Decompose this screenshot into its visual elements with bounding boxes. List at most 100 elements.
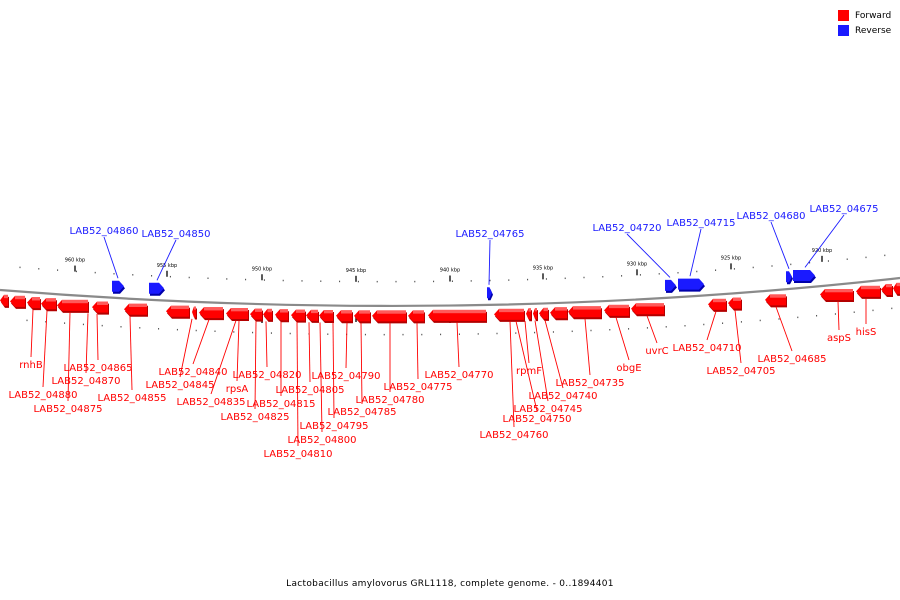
gene-leader-line <box>615 317 630 361</box>
gene-arrow-highlight <box>129 303 147 307</box>
gene-arrow-highlight <box>231 308 248 312</box>
reverse-gene-label: LAB52_04765 <box>455 229 524 240</box>
genome-caption: Lactobacillus amylovorus GRL1118, comple… <box>286 579 614 589</box>
gene-leader-line <box>332 322 335 419</box>
gene-arrow-highlight <box>770 294 786 298</box>
gene-leader-line <box>544 320 564 389</box>
gene-leader-line <box>488 239 491 285</box>
gene-leader-line <box>509 321 515 428</box>
gene-leader-line <box>30 309 34 358</box>
scale-tick-label: 960 kbp <box>65 258 85 264</box>
gene-leader-line <box>129 315 133 391</box>
forward-gene-label: LAB52_04875 <box>33 404 102 415</box>
gene-arrow-highlight <box>573 306 601 310</box>
gene-leader-line <box>210 320 237 395</box>
gene-arrow <box>487 287 492 299</box>
gene-leader-line <box>236 320 240 382</box>
gene-arrow-highlight <box>62 299 88 304</box>
gene-leader-line <box>192 319 210 365</box>
forward-gene-label: LAB52_04705 <box>706 366 775 377</box>
gene-leader-line <box>515 321 538 412</box>
scale-tick-label: 920 kbp <box>812 248 832 254</box>
scale-tick-label: 935 kbp <box>533 265 553 271</box>
forward-gene-label: LAB52_04735 <box>555 378 624 389</box>
gene-arrow-highlight <box>280 309 288 313</box>
forward-gene-label: rpsA <box>226 384 249 395</box>
legend-forward: Forward <box>838 8 891 23</box>
gene-arrow-highlight <box>46 298 56 302</box>
gene-leader-line <box>265 321 268 368</box>
gene-leader-line <box>254 321 257 410</box>
forward-gene-label: LAB52_04795 <box>299 421 368 432</box>
forward-label: Forward <box>855 10 892 21</box>
forward-gene-label: LAB52_04780 <box>355 395 424 406</box>
forward-gene-label: LAB52_04760 <box>479 430 548 441</box>
forward-gene-label: LAB52_04870 <box>51 376 120 387</box>
gene-features <box>0 269 900 324</box>
gene-leader-line <box>689 228 702 277</box>
forward-gene-label: hisS <box>856 327 877 338</box>
gene-arrow <box>665 279 676 291</box>
gene-leader-line <box>524 320 530 364</box>
gene-arrow-highlight <box>171 305 189 310</box>
forward-swatch <box>838 10 849 21</box>
scale-tick-label: 940 kbp <box>440 268 460 274</box>
forward-gene-label: uvrC <box>645 346 668 357</box>
gene-leader-line <box>156 239 177 281</box>
forward-gene-label: LAB52_04840 <box>158 367 227 378</box>
forward-gene-label: LAB52_04880 <box>8 390 77 401</box>
gene-arrow-highlight <box>341 310 352 314</box>
gene-leader-line <box>837 301 840 331</box>
gene-arrow-highlight <box>324 310 333 314</box>
forward-gene-label: LAB52_04740 <box>528 391 597 402</box>
reverse-gene-label: LAB52_04720 <box>592 223 661 234</box>
gene-arrow-highlight <box>311 309 318 314</box>
gene-arrow-highlight <box>861 285 880 290</box>
gene-arrow-highlight <box>32 297 40 301</box>
gene-arrow-highlight <box>97 301 108 305</box>
gene-arrow-highlight <box>825 288 853 293</box>
gene-arrow-highlight <box>555 307 567 311</box>
forward-gene-label: LAB52_04855 <box>97 393 166 404</box>
gene-leader-line <box>42 310 48 388</box>
gene-arrow <box>678 278 704 290</box>
scale-tick-label: 955 kbp <box>157 263 177 269</box>
gene-leader-line <box>770 221 790 269</box>
gene-arrow-highlight <box>433 309 486 314</box>
gene-leader-line <box>456 322 460 368</box>
forward-gene-label: LAB52_04685 <box>757 354 826 365</box>
forward-gene-label: LAB52_04770 <box>424 370 493 381</box>
gene-leader-line <box>626 233 671 278</box>
gene-arrow-highlight <box>896 282 900 287</box>
gene-arrow-highlight <box>528 308 531 312</box>
reverse-gene-label: LAB52_04860 <box>69 226 138 237</box>
gene-arrow-highlight <box>296 309 305 313</box>
genome-backbone <box>0 276 900 308</box>
gene-arrow-highlight <box>499 308 524 313</box>
gene-arrow-highlight <box>204 307 223 311</box>
legend-reverse: Reverse <box>838 23 891 38</box>
reverse-gene-label: LAB52_04850 <box>141 229 210 240</box>
gene-arrow-highlight <box>636 303 664 307</box>
gene-arrow-highlight <box>733 297 741 301</box>
gene-leader-line <box>345 322 348 369</box>
forward-gene-label: rpmF <box>516 366 542 377</box>
forward-gene-label: rnhB <box>19 360 43 371</box>
forward-gene-label: LAB52_04710 <box>672 343 741 354</box>
reverse-gene-label: LAB52_04680 <box>736 211 805 222</box>
forward-gene-label: LAB52_04805 <box>275 385 344 396</box>
gene-arrow-highlight <box>15 295 25 300</box>
gene-leader-line <box>103 236 119 279</box>
scale-tick-label: 950 kbp <box>252 266 272 272</box>
gene-leader-line <box>96 313 99 361</box>
gene-arrow-highlight <box>377 310 406 314</box>
forward-gene-label: aspS <box>827 333 851 344</box>
gene-leader-line <box>804 214 845 268</box>
gene-leader-line <box>67 312 71 402</box>
gene-arrow-highlight <box>267 308 272 313</box>
gene-arrow-highlight <box>886 283 892 288</box>
gene-leader-line <box>308 322 311 383</box>
gene-arrow-highlight <box>359 310 370 314</box>
gene-arrow-highlight <box>4 294 8 299</box>
